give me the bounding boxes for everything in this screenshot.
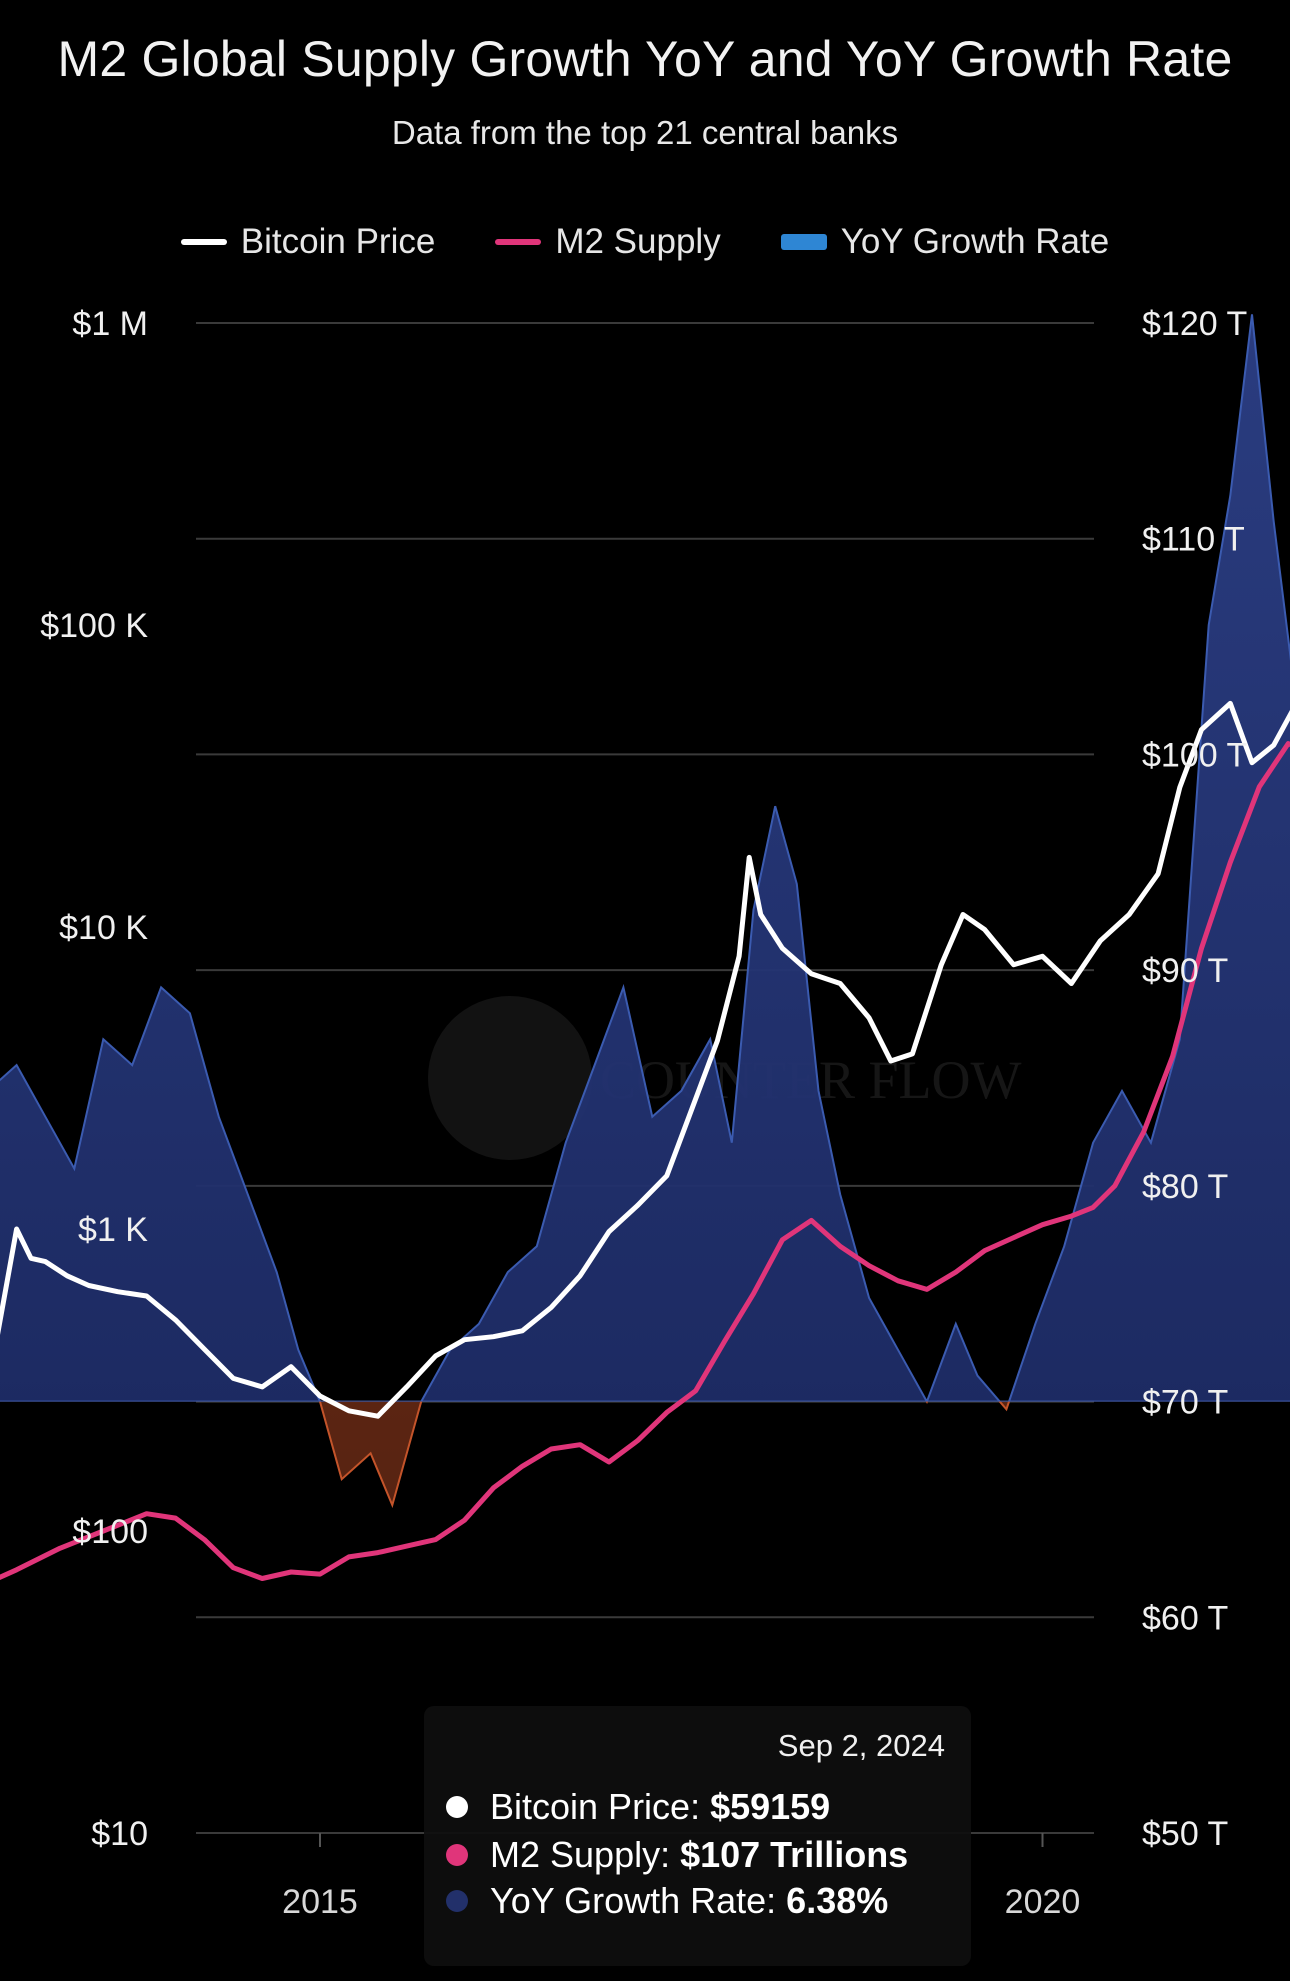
chart-title: M2 Global Supply Growth YoY and YoY Grow… [57, 31, 1233, 87]
left-axis-tick-label: $10 K [59, 909, 148, 947]
tooltip-dot-m2 [446, 1844, 468, 1866]
legend-label: M2 Supply [555, 222, 721, 261]
yoy-area-positive-fill [0, 314, 1290, 1402]
left-axis-tick-label: $100 K [40, 607, 148, 645]
tooltip: Sep 2, 2024 Bitcoin Price: $59159 M2 Sup… [424, 1706, 971, 1966]
tooltip-row-m2: M2 Supply: $107 Trillions [446, 1834, 908, 1876]
tooltip-dot-yoy [446, 1890, 468, 1912]
yoy-area-positive-outline [0, 314, 1290, 1402]
left-axis-tick-label: $1 M [72, 305, 148, 343]
right-axis-tick-label: $110 T [1142, 521, 1245, 559]
right-axis-tick-label: $90 T [1142, 952, 1228, 990]
tooltip-row-bitcoin: Bitcoin Price: $59159 [446, 1786, 830, 1828]
series-lines [0, 700, 1290, 1581]
left-axis-tick-label: $100 [72, 1513, 148, 1551]
right-axis-tick-label: $80 T [1142, 1168, 1228, 1206]
tooltip-value: $107 Trillions [680, 1834, 909, 1875]
m2-supply-line [0, 741, 1290, 1581]
left-axis-tick-label: $10 [91, 1815, 148, 1853]
tooltip-value: 6.38% [786, 1880, 889, 1921]
right-axis-tick-label: $70 T [1142, 1384, 1228, 1422]
tooltip-value: $59159 [710, 1786, 831, 1827]
tooltip-label: Bitcoin Price: [490, 1786, 701, 1827]
left-axis-tick-label: $1 K [78, 1211, 148, 1249]
legend-swatch-bitcoin [180, 239, 227, 245]
legend-item-bitcoin-price[interactable]: Bitcoin Price [180, 222, 436, 262]
legend-swatch-yoy [780, 234, 827, 250]
right-axis-tick-label: $60 T [1142, 1599, 1228, 1637]
right-axis-tick-label: $100 T [1142, 736, 1247, 774]
tooltip-row-yoy: YoY Growth Rate: 6.38% [446, 1880, 888, 1922]
tooltip-date: Sep 2, 2024 [777, 1728, 945, 1763]
legend-item-yoy-growth-rate[interactable]: YoY Growth Rate [780, 222, 1110, 262]
yoy-growth-area-negative [0, 1401, 1290, 1509]
legend-label: YoY Growth Rate [840, 222, 1110, 261]
legend-item-m2-supply[interactable]: M2 Supply [495, 222, 721, 262]
right-axis-tick-label: $120 T [1142, 305, 1247, 343]
bitcoin-price-line [0, 700, 1290, 1419]
legend: Bitcoin Price M2 Supply YoY Growth Rate [0, 222, 1290, 262]
yoy-area-negative-outline [318, 1401, 1011, 1509]
x-axis-tick-label: 2015 [282, 1883, 358, 1921]
tooltip-label: YoY Growth Rate: [490, 1880, 777, 1921]
tooltip-label: M2 Supply: [490, 1834, 671, 1875]
chart-subtitle: Data from the top 21 central banks [391, 114, 899, 151]
axis-labels: $10 $100 $1 K $10 K $100 K $1 M $50 T $60 T $70 … [40, 305, 1247, 1921]
tooltip-dot-bitcoin [446, 1796, 468, 1818]
legend-swatch-m2 [495, 239, 542, 245]
watermark-logo [428, 996, 592, 1160]
legend-label: Bitcoin Price [240, 222, 436, 261]
right-axis-tick-label: $50 T [1142, 1815, 1228, 1853]
x-axis-tick-label: 2020 [1005, 1883, 1081, 1921]
yoy-growth-area-positive [0, 314, 1290, 1402]
